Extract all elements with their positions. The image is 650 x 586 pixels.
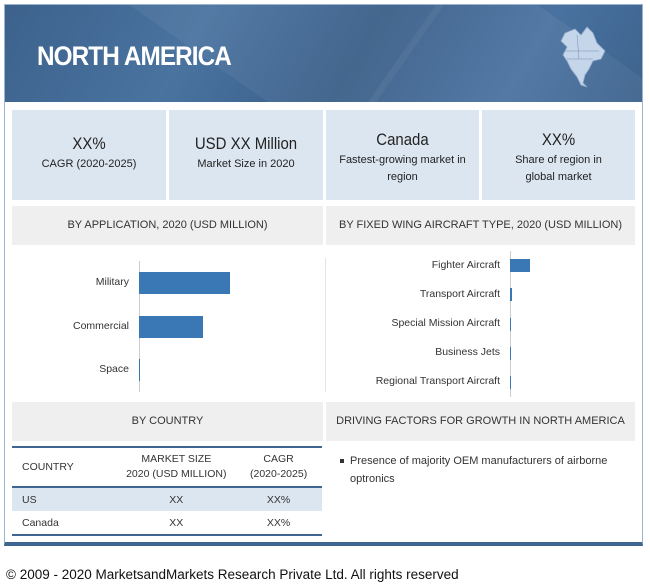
- driver-item: Presence of majority OEM manufacturers o…: [338, 452, 628, 488]
- kpi-label: Fastest-growing market in region: [339, 154, 466, 183]
- country-table: COUNTRY MARKET SIZE 2020 (USD MILLION) CA…: [12, 446, 322, 536]
- category-label: Military: [95, 275, 129, 288]
- kpi-value: XX%: [541, 130, 576, 149]
- page-title: NORTH AMERICA: [37, 41, 232, 71]
- kpi-value: XX%: [72, 134, 106, 153]
- north-america-map-icon: [560, 26, 606, 88]
- kpi-value: Canada: [376, 130, 429, 149]
- table-row: Canada XX XX%: [12, 511, 322, 536]
- bar-transport-aircraft: [510, 288, 512, 302]
- kpi-fastest-growing: Canada Fastest-growing market in region: [326, 110, 479, 200]
- kpi-market-size: USD XX Million Market Size in 2020: [169, 110, 323, 200]
- category-label: Space: [99, 363, 129, 376]
- section-header-country: BY COUNTRY: [12, 402, 323, 441]
- section-header-fixed-wing: BY FIXED WING AIRCRAFT TYPE, 2020 (USD M…: [326, 206, 635, 245]
- category-label: Regional Transport Aircraft: [375, 375, 500, 388]
- header-banner: NORTH AMERICA: [5, 5, 642, 102]
- cell-cagr: XX%: [235, 487, 322, 511]
- category-label: Business Jets: [435, 346, 500, 359]
- bar-military: [139, 271, 231, 294]
- category-label: Commercial: [72, 319, 129, 332]
- category-label: Fighter Aircraft: [431, 258, 500, 271]
- col-market-size: MARKET SIZE 2020 (USD MILLION): [117, 446, 236, 488]
- table-row: US XX XX%: [12, 487, 322, 511]
- kpi-label: CAGR (2020-2025): [41, 158, 137, 170]
- section-header-drivers: DRIVING FACTORS FOR GROWTH IN NORTH AMER…: [326, 402, 635, 441]
- bar-space: [139, 359, 140, 382]
- bar-special-mission-aircraft: [510, 317, 511, 331]
- section-header-application: BY APPLICATION, 2020 (USD MILLION): [12, 206, 323, 245]
- cell-country: US: [12, 487, 118, 511]
- infographic-frame: [4, 4, 643, 546]
- divider: [325, 258, 326, 392]
- cell-cagr: XX%: [235, 511, 322, 536]
- kpi-label: Share of region in global market: [515, 154, 602, 183]
- copyright-footer: © 2009 - 2020 MarketsandMarkets Research…: [6, 567, 459, 582]
- kpi-cagr: XX% CAGR (2020-2025): [12, 110, 166, 200]
- cell-market-size: XX: [117, 511, 236, 536]
- bar-fighter-aircraft: [510, 259, 530, 273]
- table-header-row: COUNTRY MARKET SIZE 2020 (USD MILLION) CA…: [12, 446, 322, 488]
- cell-market-size: XX: [117, 487, 236, 511]
- kpi-label: Market Size in 2020: [197, 158, 295, 170]
- bar-commercial: [139, 315, 204, 338]
- kpi-value: USD XX Million: [194, 134, 298, 153]
- bar-regional-transport-aircraft: [510, 375, 511, 389]
- bar-business-jets: [510, 346, 511, 360]
- kpi-share: XX% Share of region in global market: [482, 110, 635, 200]
- cell-country: Canada: [12, 511, 118, 536]
- category-label: Special Mission Aircraft: [391, 317, 500, 329]
- category-label: Transport Aircraft: [419, 287, 500, 300]
- col-cagr: CAGR (2020-2025): [235, 446, 322, 488]
- col-country: COUNTRY: [12, 446, 118, 488]
